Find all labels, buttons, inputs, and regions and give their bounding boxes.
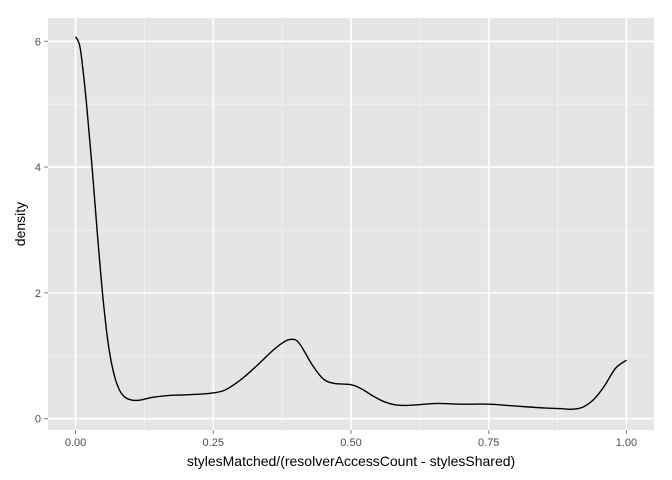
y-tick-label: 0 [35, 414, 41, 426]
y-axis-title: density [12, 202, 28, 246]
x-tick-label: 0.00 [65, 437, 86, 449]
y-axis-ticks: 0 2 4 6 [35, 36, 48, 426]
major-gridlines [48, 18, 654, 430]
y-tick-label: 4 [35, 162, 41, 174]
x-tick-label: 0.75 [478, 437, 499, 449]
x-axis-ticks: 0.00 0.25 0.50 0.75 1.00 [65, 430, 637, 449]
y-tick-label: 2 [35, 288, 41, 300]
x-tick-label: 1.00 [616, 437, 637, 449]
x-axis-title: stylesMatched/(resolverAccessCount - sty… [187, 453, 515, 469]
y-tick-label: 6 [35, 36, 41, 48]
x-tick-label: 0.25 [203, 437, 224, 449]
x-tick-label: 0.50 [340, 437, 361, 449]
density-curve [74, 36, 627, 410]
